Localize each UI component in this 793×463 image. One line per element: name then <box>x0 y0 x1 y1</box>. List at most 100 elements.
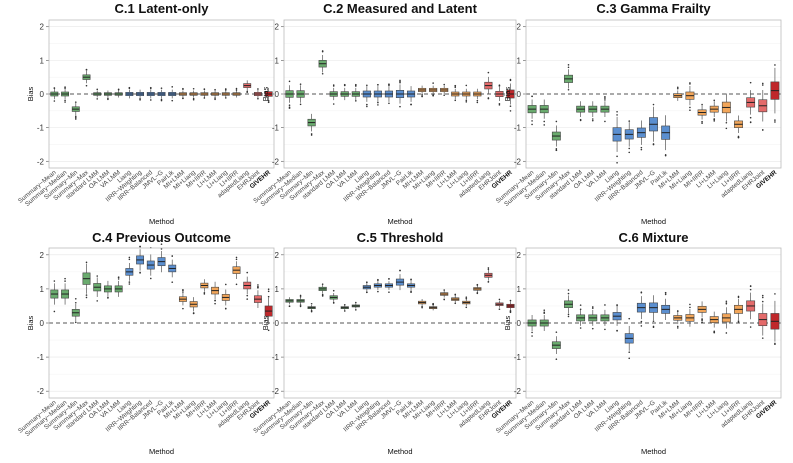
outlier-point <box>149 87 152 90</box>
outlier-point <box>676 86 679 89</box>
outlier-point <box>689 82 691 84</box>
box-IIRR−Weighting <box>373 278 382 293</box>
outlier-point <box>761 337 764 339</box>
outlier-point <box>64 280 66 282</box>
box-MI+LMM <box>178 87 187 100</box>
outlier-point <box>53 280 56 282</box>
y-tick-label: 0 <box>517 90 522 99</box>
outlier-point <box>628 357 631 360</box>
outlier-point <box>487 97 490 100</box>
box-IIRR−Balanced <box>146 86 155 101</box>
outlier-point <box>366 281 368 284</box>
outlier-point <box>355 83 357 86</box>
outlier-point <box>476 292 479 295</box>
x-axis-label: Method <box>149 217 174 226</box>
outlier-point <box>616 330 618 332</box>
box-OA LMM <box>588 306 598 330</box>
outlier-point <box>235 258 238 261</box>
outlier-point <box>160 243 163 245</box>
outlier-point <box>366 84 368 87</box>
outlier-point <box>182 97 184 100</box>
outlier-point <box>628 120 631 122</box>
box-VA LMM <box>600 304 610 331</box>
box-OA LMM <box>103 90 112 101</box>
outlier-point <box>235 283 238 286</box>
box-JMVL−G <box>395 269 405 291</box>
x-axis-label: Method <box>641 217 666 226</box>
box-standard LMM <box>93 88 102 100</box>
outlier-point <box>332 289 335 292</box>
outlier-point <box>377 290 379 293</box>
outlier-point <box>96 98 99 100</box>
box-GIVEHR <box>264 87 273 104</box>
outlier-point <box>465 296 468 299</box>
panel-2: C.2 Measured and Latent-2-1012BiasSummar… <box>252 1 517 226</box>
outlier-point <box>355 301 357 304</box>
outlier-point <box>85 294 88 296</box>
outlier-point <box>267 288 270 291</box>
outlier-point <box>96 275 99 277</box>
box-Summary−Median <box>539 99 549 126</box>
outlier-point <box>749 81 752 84</box>
outlier-point <box>774 119 776 121</box>
y-tick-label: 1 <box>275 56 280 65</box>
outlier-point <box>454 86 457 88</box>
box-IIRR−Balanced <box>636 120 646 151</box>
outlier-point <box>64 87 66 89</box>
outlier-point <box>182 289 184 292</box>
outlier-point <box>321 295 324 297</box>
outlier-point <box>567 66 570 69</box>
outlier-point <box>310 134 313 136</box>
box-OA LMM <box>103 280 112 299</box>
box-IIRR−Balanced <box>384 83 394 105</box>
box-LI+LMM <box>709 311 719 334</box>
box-EHRJoint <box>758 82 768 131</box>
outlier-point <box>182 291 184 293</box>
outlier-point <box>299 295 302 298</box>
box-LI+Liang <box>221 88 230 99</box>
box-MI+IIRR <box>440 83 449 97</box>
outlier-point <box>224 97 227 99</box>
box-VA LMM <box>351 301 360 311</box>
panel-title: C.1 Latent-only <box>115 1 210 16</box>
outlier-point <box>288 80 291 83</box>
outlier-point <box>476 101 479 104</box>
box-adaptedLiang <box>243 80 252 93</box>
outlier-point <box>543 124 546 126</box>
y-tick-label: 0 <box>40 319 45 328</box>
outlier-point <box>74 118 77 120</box>
outlier-point <box>117 276 120 279</box>
outlier-point <box>725 300 728 303</box>
outlier-point <box>388 278 390 280</box>
outlier-point <box>246 271 249 274</box>
outlier-point <box>531 95 533 98</box>
outlier-point <box>498 85 501 87</box>
y-tick-label: 0 <box>517 319 522 328</box>
outlier-point <box>454 85 457 87</box>
y-tick-label: 0 <box>40 90 45 99</box>
outlier-point <box>366 103 368 106</box>
outlier-point <box>74 321 77 324</box>
outlier-point <box>543 120 546 123</box>
outlier-point <box>355 100 357 102</box>
outlier-point <box>487 71 490 74</box>
outlier-point <box>257 284 259 286</box>
outlier-point <box>246 298 249 300</box>
outlier-point <box>543 309 546 311</box>
outlier-point <box>498 308 501 310</box>
outlier-point <box>182 88 184 90</box>
box-Summary−Mean <box>50 280 59 313</box>
panel-5: C.5 Threshold-2-1012BiasSummary−MeanSumm… <box>252 230 517 456</box>
outlier-point <box>410 278 412 281</box>
outlier-point <box>543 311 546 314</box>
y-tick-label: -1 <box>272 353 280 362</box>
panel-title: C.5 Threshold <box>357 230 444 245</box>
outlier-point <box>160 98 163 101</box>
outlier-point <box>689 106 691 109</box>
outlier-point <box>531 123 533 126</box>
outlier-point <box>128 281 131 283</box>
box-IIRR−Balanced <box>146 246 155 280</box>
y-axis-label: Bias <box>503 315 512 330</box>
box-VA LMM <box>114 276 123 297</box>
outlier-point <box>454 293 457 296</box>
